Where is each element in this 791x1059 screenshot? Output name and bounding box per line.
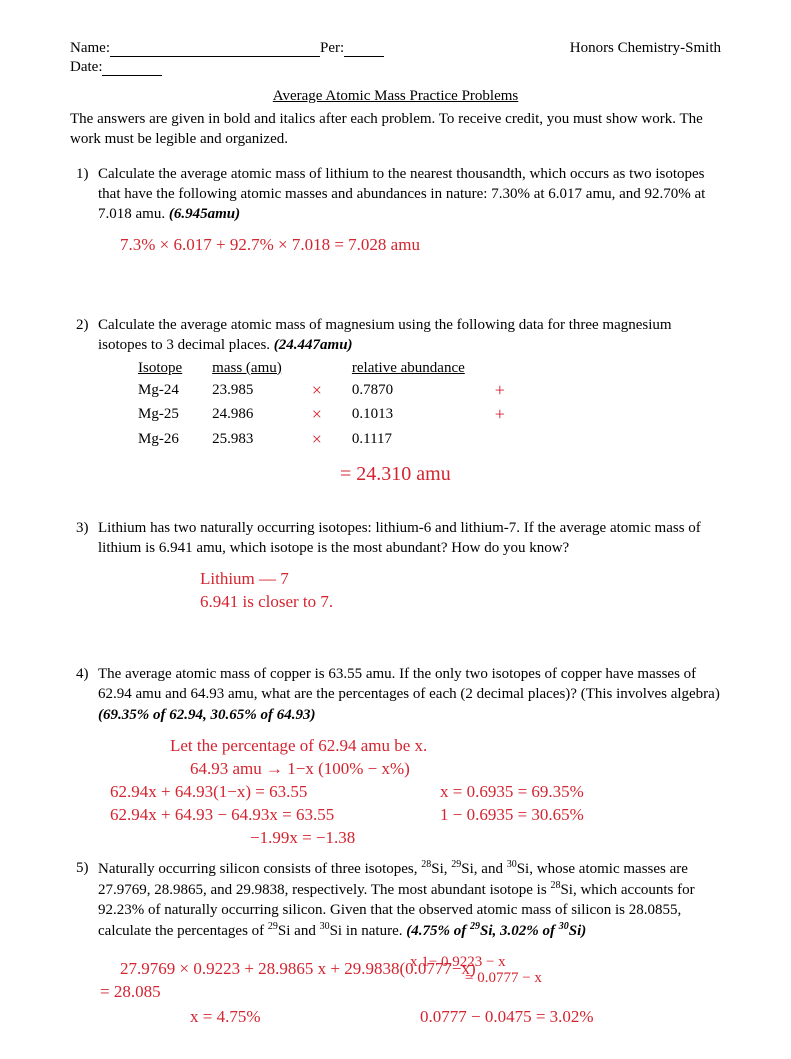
p5-si30: Si, — [517, 861, 533, 877]
cell: Mg-24 — [138, 378, 212, 402]
p3-number: 3) — [76, 518, 89, 538]
per-label: Per: — [320, 40, 344, 56]
name-label: Name: — [70, 40, 110, 56]
p4-hand-4r: 1 − 0.6935 = 30.65% — [440, 804, 584, 827]
superscript-30b: 30 — [320, 921, 330, 932]
p5-textF: in nature. — [342, 923, 406, 939]
p2-number: 2) — [76, 315, 89, 335]
cell: 23.985 — [212, 378, 312, 402]
p3-hand-2: 6.941 is closer to 7. — [70, 591, 721, 614]
cell: Mg-26 — [138, 427, 212, 451]
p3-hand-1: Lithium — 7 — [70, 568, 721, 591]
p5-ans29: Si, — [480, 923, 496, 939]
table-row: Mg-24 23.985 × 0.7870 + — [138, 378, 535, 402]
times-icon: × — [312, 402, 352, 426]
p2-table: Isotope mass (amu) relative abundance Mg… — [138, 358, 535, 451]
p4-hand-2: 64.93 amu → 1−x (100% − x%) — [70, 758, 721, 781]
p4-hand-1: Let the percentage of 62.94 amu be x. — [70, 735, 721, 758]
ans-sup-30: 30 — [559, 921, 569, 932]
p1-handwriting: 7.3% × 6.017 + 92.7% × 7.018 = 7.028 amu — [70, 234, 721, 257]
p5-si30b: Si — [330, 923, 343, 939]
ans-sup-29: 29 — [470, 921, 480, 932]
cell: 25.983 — [212, 427, 312, 451]
p3-text: Lithium has two naturally occurring isot… — [98, 520, 701, 556]
superscript-30: 30 — [507, 859, 517, 870]
p5-hand-3l: x = 4.75% — [70, 1006, 420, 1029]
p4-number: 4) — [76, 664, 89, 684]
p2-th-isotope: Isotope — [138, 358, 212, 378]
superscript-29b: 29 — [268, 921, 278, 932]
p5-ans30: Si) — [569, 923, 587, 939]
p5-si28b: Si, — [560, 882, 576, 898]
date-blank[interactable] — [102, 75, 162, 76]
p2-text: Calculate the average atomic mass of mag… — [98, 317, 672, 353]
p5-hand-2l: = 28.085 — [70, 981, 721, 1004]
plus-icon: + — [495, 378, 535, 402]
p4-answer: (69.35% of 62.94, 30.65% of 64.93) — [98, 707, 315, 723]
p4-hand-5: −1.99x = −1.38 — [70, 827, 721, 850]
p4-hand-3l: 62.94x + 64.93(1−x) = 63.55 — [70, 781, 440, 804]
course-title: Honors Chemistry-Smith — [570, 40, 721, 57]
cell: 24.986 — [212, 402, 312, 426]
table-row: Mg-26 25.983 × 0.1117 — [138, 427, 535, 451]
p5-si29: Si, — [461, 861, 477, 877]
intro-text: The answers are given in bold and italic… — [70, 109, 721, 150]
p4-text: The average atomic mass of copper is 63.… — [98, 666, 720, 702]
p2-th-mass: mass (amu) — [212, 358, 312, 378]
p5-number: 5) — [76, 858, 89, 878]
name-blank[interactable] — [110, 56, 320, 57]
date-label: Date: — [70, 59, 102, 75]
header-line-2: Date: — [70, 59, 721, 76]
p2-th-abundance: relative abundance — [352, 358, 495, 378]
cell: Mg-25 — [138, 402, 212, 426]
p4-hand-3r: x = 0.6935 = 69.35% — [440, 781, 584, 804]
p5-textA: Naturally occurring silicon consists of … — [98, 861, 421, 877]
times-icon: × — [312, 427, 352, 451]
p2-hand-result: = 24.310 amu — [70, 461, 721, 488]
superscript-28b: 28 — [550, 880, 560, 891]
p4-hand-4l: 62.94x + 64.93 − 64.93x = 63.55 — [70, 804, 440, 827]
problem-3: 3) Lithium has two naturally occurring i… — [70, 518, 721, 559]
p5-answer-2: 3.02% of — [496, 923, 559, 939]
p1-number: 1) — [76, 164, 89, 184]
cell: 0.1117 — [352, 427, 495, 451]
times-icon: × — [312, 378, 352, 402]
cell: 0.7870 — [352, 378, 495, 402]
p5-hand-1: 27.9769 × 0.9223 + 28.9865 x + 29.9838(0… — [70, 958, 721, 981]
p5-hand-3r: 0.0777 − 0.0475 = 3.02% — [420, 1006, 594, 1029]
plus-icon: + — [495, 402, 535, 426]
problem-2: 2) Calculate the average atomic mass of … — [70, 315, 721, 451]
cell: 0.1013 — [352, 402, 495, 426]
problem-5: 5) Naturally occurring silicon consists … — [70, 858, 721, 942]
p5-si29b: Si — [278, 923, 291, 939]
table-row: Mg-25 24.986 × 0.1013 + — [138, 402, 535, 426]
superscript-29: 29 — [451, 859, 461, 870]
header-line-1: Name: Per: Honors Chemistry-Smith — [70, 40, 721, 57]
p5-si28: Si, — [431, 861, 447, 877]
p5-textB: and — [478, 861, 507, 877]
problem-1: 1) Calculate the average atomic mass of … — [70, 164, 721, 225]
p5-answer-1: (4.75% of — [406, 923, 470, 939]
problem-4: 4) The average atomic mass of copper is … — [70, 664, 721, 725]
p5-textE: and — [290, 923, 319, 939]
per-blank[interactable] — [344, 56, 384, 57]
p1-answer: (6.945amu) — [169, 206, 240, 222]
page-title: Average Atomic Mass Practice Problems — [70, 88, 721, 105]
p2-answer: (24.447amu) — [274, 337, 353, 353]
superscript-28: 28 — [421, 859, 431, 870]
